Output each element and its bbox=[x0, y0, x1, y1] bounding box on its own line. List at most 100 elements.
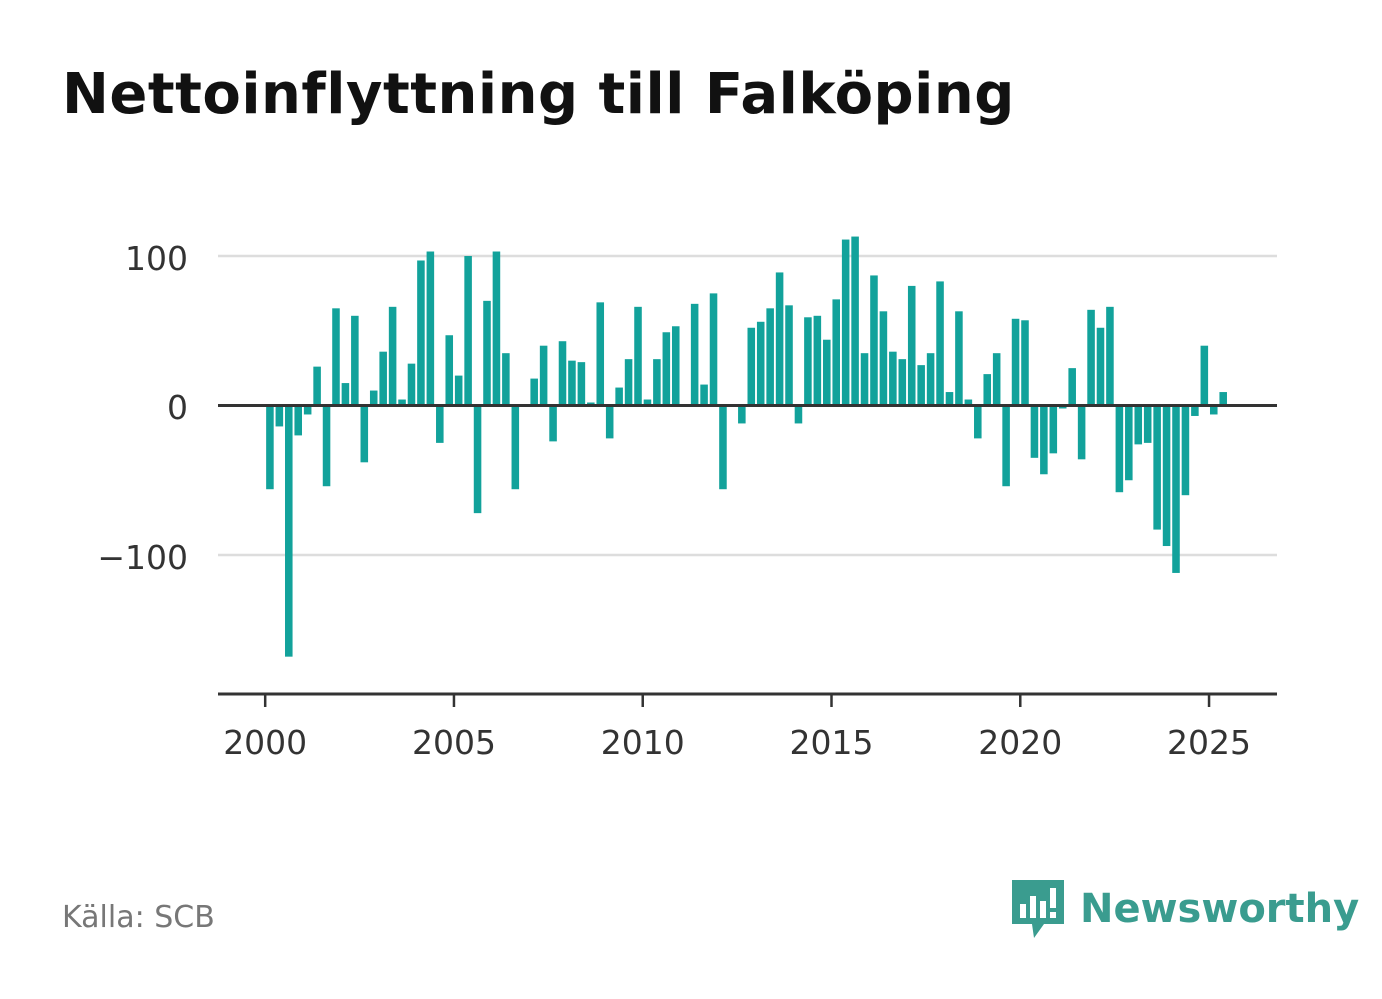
grid-lines bbox=[218, 254, 1277, 557]
bar-4 bbox=[303, 405, 312, 415]
bar-53 bbox=[766, 308, 774, 406]
newsworthy-chart-bubble-icon bbox=[1012, 880, 1064, 938]
bar-98 bbox=[1191, 405, 1199, 416]
bar-12 bbox=[379, 351, 387, 406]
x-tick-label-2010: 2010 bbox=[601, 723, 685, 762]
bar-71 bbox=[936, 281, 944, 406]
bar-46 bbox=[700, 384, 708, 406]
y-tick-label-0: 0 bbox=[167, 388, 188, 427]
bar-99 bbox=[1200, 345, 1209, 406]
bar-65 bbox=[879, 311, 888, 406]
bar-88 bbox=[1096, 327, 1105, 406]
y-tick-label-100: 100 bbox=[125, 239, 188, 278]
bar-48 bbox=[719, 405, 727, 490]
bar-93 bbox=[1143, 405, 1152, 443]
bar-29 bbox=[539, 345, 548, 406]
x-tick-label-2020: 2020 bbox=[978, 723, 1062, 762]
bar-50 bbox=[738, 405, 746, 424]
bar-42 bbox=[662, 332, 671, 406]
bar-68 bbox=[907, 285, 916, 406]
bar-13 bbox=[388, 306, 397, 406]
bar-85 bbox=[1068, 368, 1076, 406]
bar-19 bbox=[445, 335, 454, 406]
bar-91 bbox=[1125, 405, 1133, 481]
bar-28 bbox=[530, 378, 538, 406]
bar-97 bbox=[1181, 405, 1190, 496]
bar-83 bbox=[1049, 405, 1058, 454]
bar-24 bbox=[492, 251, 501, 406]
bar-81 bbox=[1030, 405, 1039, 458]
bar-55 bbox=[785, 305, 793, 406]
bar-66 bbox=[889, 351, 897, 406]
bar-79 bbox=[1011, 318, 1020, 406]
bar-69 bbox=[917, 365, 925, 406]
bar-100 bbox=[1209, 405, 1218, 415]
bar-20 bbox=[454, 375, 463, 406]
bar-62 bbox=[851, 236, 859, 406]
x-tick-label-2005: 2005 bbox=[412, 723, 496, 762]
bar-40 bbox=[643, 399, 652, 406]
bar-14 bbox=[398, 399, 406, 406]
bar-22 bbox=[473, 405, 482, 514]
bar-11 bbox=[369, 390, 378, 406]
bar-38 bbox=[624, 359, 633, 406]
y-axis-ticks: 100 0 −100 bbox=[97, 239, 188, 577]
bar-41 bbox=[653, 359, 661, 406]
bar-2 bbox=[285, 405, 293, 657]
bar-51 bbox=[747, 327, 756, 406]
bar-78 bbox=[1002, 405, 1010, 487]
bar-39 bbox=[634, 306, 642, 406]
bar-6 bbox=[322, 405, 331, 487]
bar-90 bbox=[1115, 405, 1124, 493]
bar-75 bbox=[974, 405, 982, 439]
bar-16 bbox=[417, 260, 425, 406]
source-label: Källa: SCB bbox=[62, 900, 215, 935]
bar-9 bbox=[351, 315, 359, 406]
bar-43 bbox=[671, 326, 680, 406]
bar-60 bbox=[832, 299, 840, 406]
bar-89 bbox=[1106, 306, 1114, 406]
bar-7 bbox=[332, 308, 340, 406]
bar-45 bbox=[690, 303, 699, 406]
x-tick-label-2025: 2025 bbox=[1167, 723, 1251, 762]
x-axis-ticks: 2000 2005 2010 2015 2020 2025 bbox=[223, 694, 1251, 762]
bar-17 bbox=[426, 251, 435, 406]
brand-name: Newsworthy bbox=[1080, 886, 1360, 932]
bar-3 bbox=[294, 405, 302, 436]
bar-36 bbox=[605, 405, 614, 439]
bar-54 bbox=[775, 272, 784, 406]
bar-73 bbox=[955, 311, 963, 406]
bar-86 bbox=[1077, 405, 1086, 460]
y-tick-label-minus-100: −100 bbox=[97, 538, 188, 577]
bar-59 bbox=[823, 339, 831, 406]
bar-31 bbox=[558, 341, 567, 406]
bar-35 bbox=[596, 302, 605, 406]
chart-title: Nettoinflyttning till Falköping bbox=[62, 62, 1015, 127]
bar-33 bbox=[577, 362, 586, 406]
bar-18 bbox=[436, 405, 444, 443]
bar-25 bbox=[502, 353, 510, 406]
bar-87 bbox=[1087, 309, 1095, 406]
x-tick-label-2000: 2000 bbox=[223, 723, 307, 762]
bar-72 bbox=[945, 392, 954, 406]
bar-23 bbox=[483, 300, 491, 406]
bar-82 bbox=[1040, 405, 1048, 475]
bar-94 bbox=[1153, 405, 1161, 530]
bar-15 bbox=[407, 363, 416, 406]
x-tick-label-2015: 2015 bbox=[790, 723, 874, 762]
bar-10 bbox=[360, 405, 369, 463]
bar-26 bbox=[511, 405, 520, 490]
bar-92 bbox=[1134, 405, 1143, 445]
bar-61 bbox=[841, 239, 850, 406]
bar-37 bbox=[615, 387, 623, 406]
bar-30 bbox=[549, 405, 557, 442]
bar-80 bbox=[1021, 320, 1029, 406]
bar-52 bbox=[756, 321, 765, 406]
bar-56 bbox=[794, 405, 803, 424]
bar-1 bbox=[275, 405, 284, 427]
bar-101 bbox=[1219, 392, 1227, 406]
bar-96 bbox=[1172, 405, 1180, 573]
bar-21 bbox=[464, 256, 472, 406]
bar-series bbox=[266, 236, 1227, 657]
